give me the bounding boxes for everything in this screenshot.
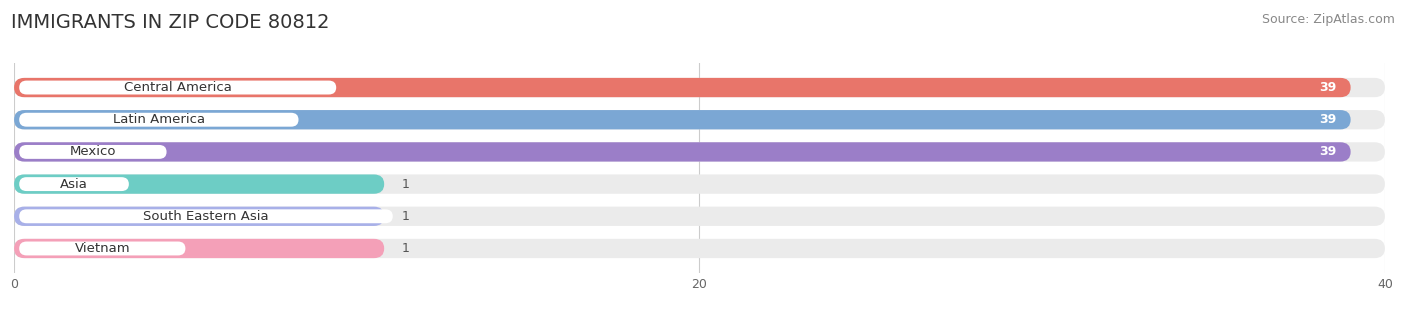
FancyBboxPatch shape	[14, 110, 1351, 129]
FancyBboxPatch shape	[14, 239, 1385, 258]
FancyBboxPatch shape	[20, 242, 186, 256]
FancyBboxPatch shape	[20, 177, 129, 191]
FancyBboxPatch shape	[14, 207, 384, 226]
Text: Latin America: Latin America	[112, 113, 205, 126]
FancyBboxPatch shape	[14, 78, 1351, 97]
FancyBboxPatch shape	[14, 78, 1385, 97]
Text: Central America: Central America	[124, 81, 232, 94]
FancyBboxPatch shape	[20, 145, 166, 159]
FancyBboxPatch shape	[14, 110, 1385, 129]
Text: 39: 39	[1320, 113, 1337, 126]
Text: Vietnam: Vietnam	[75, 242, 131, 255]
FancyBboxPatch shape	[20, 81, 336, 94]
FancyBboxPatch shape	[14, 142, 1385, 162]
FancyBboxPatch shape	[20, 113, 298, 127]
Text: 1: 1	[401, 178, 409, 191]
Text: 1: 1	[401, 210, 409, 223]
Text: IMMIGRANTS IN ZIP CODE 80812: IMMIGRANTS IN ZIP CODE 80812	[11, 13, 330, 32]
Text: Asia: Asia	[60, 178, 89, 191]
FancyBboxPatch shape	[14, 142, 1351, 162]
FancyBboxPatch shape	[14, 239, 384, 258]
Text: 1: 1	[401, 242, 409, 255]
Text: Mexico: Mexico	[70, 146, 117, 158]
Text: South Eastern Asia: South Eastern Asia	[143, 210, 269, 223]
Text: 39: 39	[1320, 146, 1337, 158]
Text: 39: 39	[1320, 81, 1337, 94]
FancyBboxPatch shape	[14, 207, 1385, 226]
FancyBboxPatch shape	[14, 174, 384, 194]
Text: Source: ZipAtlas.com: Source: ZipAtlas.com	[1261, 13, 1395, 26]
FancyBboxPatch shape	[14, 174, 1385, 194]
FancyBboxPatch shape	[20, 209, 392, 223]
